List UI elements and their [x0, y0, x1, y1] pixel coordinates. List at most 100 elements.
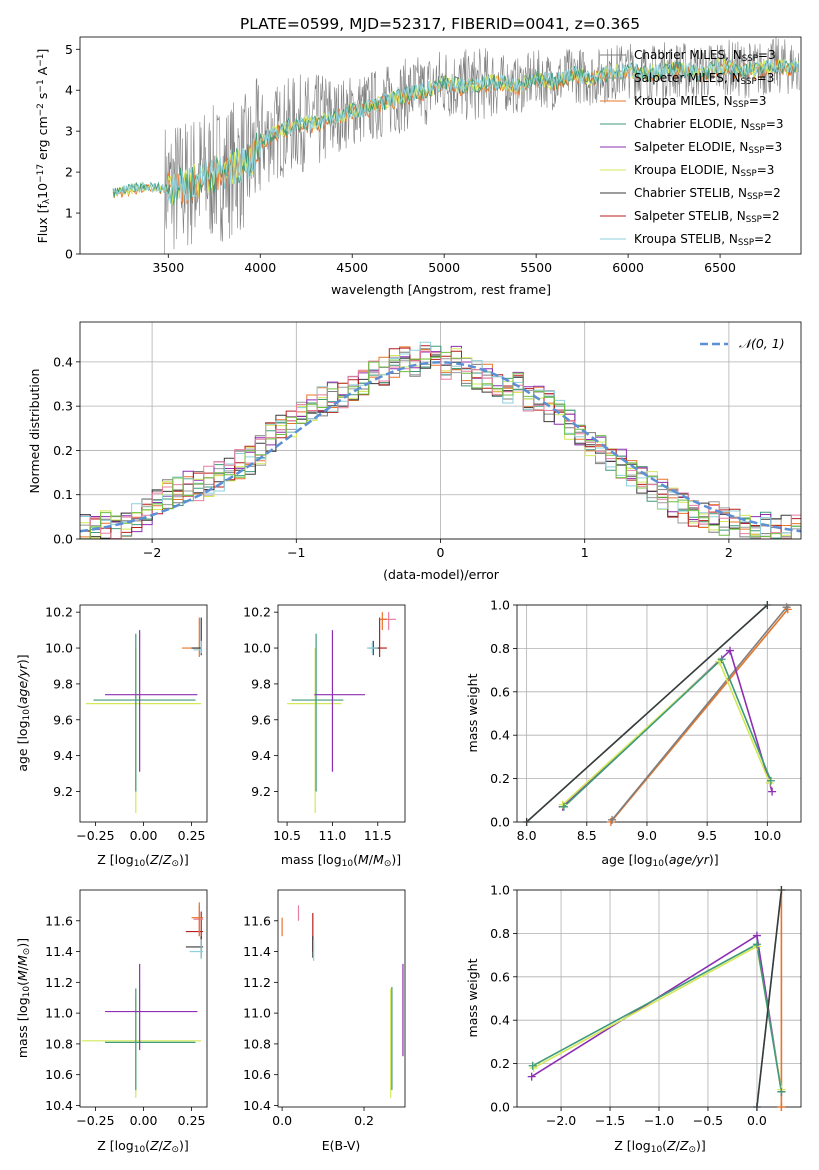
weight-line	[533, 945, 783, 1090]
label-part: =3	[766, 117, 784, 131]
label-part: Chabrier STELIB, N	[634, 186, 747, 200]
label-part: SSP	[741, 77, 757, 87]
y-tick-label: 11.2	[45, 975, 73, 990]
x-axis-label: age [log10(age/yr)]	[601, 852, 718, 869]
label-part: 10	[22, 709, 32, 721]
x-tick-label: 6000	[612, 260, 644, 275]
label-part: (	[664, 852, 669, 867]
plus-marker	[752, 940, 761, 949]
plot-area	[281, 905, 404, 1098]
model-spectrum-line	[112, 60, 799, 206]
x-axis-label: Z [log10(Z/Z⊙)]	[614, 1138, 706, 1155]
label-part: =3	[757, 71, 775, 85]
y-tick-label: 10.2	[45, 605, 73, 620]
weight-line	[532, 943, 783, 1092]
x-tick-label: −0.5	[693, 1113, 723, 1128]
label-part: M	[373, 852, 384, 867]
label-part: ⊙	[384, 859, 392, 869]
y-tick-label: 1	[65, 206, 73, 221]
x-tick-label: 0.00	[130, 1113, 158, 1128]
label-part: M	[15, 955, 30, 966]
y-tick-label: 0.2	[490, 771, 510, 786]
x-tick-label: −1	[287, 545, 305, 560]
y-tick-label: 9.4	[251, 748, 271, 763]
label-part: )]	[179, 852, 189, 867]
plot-area	[81, 902, 204, 1098]
label-part: Z	[679, 1138, 689, 1153]
y-tick-label: 11.4	[243, 944, 271, 959]
y-tick-label: 11.6	[243, 913, 271, 928]
y-tick-label: 0.4	[490, 728, 510, 743]
y-tick-label: 11.2	[243, 975, 271, 990]
label-part: /	[159, 1138, 164, 1153]
plus-marker	[768, 787, 777, 796]
legend-entry: Chabrier MILES, NSSP=3	[634, 48, 776, 64]
x-tick-label: 0.0	[272, 1113, 292, 1128]
x-tick-label: 5000	[428, 260, 460, 275]
label-part: age [log	[15, 720, 30, 771]
plus-marker	[777, 1103, 786, 1111]
legend-entry: 𝒩(0, 1)	[739, 336, 785, 351]
label-part: /	[369, 852, 374, 867]
y-tick-label: 9.8	[53, 676, 73, 691]
y-tick-label: 10.4	[243, 1098, 271, 1113]
label-part: (	[15, 981, 30, 986]
plus-marker	[527, 1072, 536, 1081]
label-part: 10	[22, 986, 32, 998]
label-part: )]	[15, 654, 30, 664]
legend-entry: Chabrier STELIB, NSSP=2	[634, 186, 781, 202]
axes-frame	[79, 321, 802, 540]
label-part: −17	[36, 164, 46, 183]
y-tick-label: 9.6	[53, 712, 73, 727]
y-tick-label: 10.6	[243, 1067, 271, 1082]
label-part: s	[35, 93, 50, 104]
label-part: SSP	[746, 215, 762, 225]
label-part: ⊙	[688, 1145, 696, 1155]
weight-line	[562, 649, 773, 808]
legend-entry: Kroupa MILES, NSSP=3	[634, 94, 767, 110]
plus-marker	[766, 776, 775, 785]
label-part: −2	[36, 103, 46, 116]
x-tick-label: 11.5	[364, 828, 392, 843]
label-part: )]	[179, 1138, 189, 1153]
label-part: Kroupa ELODIE, N	[634, 163, 741, 177]
legend-entry: Chabrier ELODIE, NSSP=3	[634, 117, 783, 133]
axes-frame	[516, 604, 802, 823]
figure-title: PLATE=0599, MJD=52317, FIBERID=0041, z=0…	[240, 15, 640, 33]
x-tick-label: 1	[581, 545, 589, 560]
axes-layer: 3500 4000 4500 5000 5500 6000 6500 0 1 2 3 4 5 wavele…	[15, 36, 802, 1155]
plus-marker	[782, 603, 791, 612]
mass-vs-ebv-axes: 0.0 0.2 10.4 10.6 10.8 11.0 11.2 11.4 11.6 E(B-V)	[243, 889, 406, 1153]
plus-marker	[752, 1103, 761, 1111]
label-part: 10	[342, 859, 354, 869]
y-tick-label: 0.8	[490, 641, 510, 656]
label-part: =2	[763, 186, 781, 200]
x-tick-label: 9.0	[637, 828, 657, 843]
label-part: /	[159, 852, 164, 867]
x-tick-label: 0.25	[178, 1113, 206, 1128]
y-tick-label: 9.4	[53, 748, 73, 763]
y-tick-label: 9.2	[251, 784, 271, 799]
axes-frame	[79, 604, 208, 823]
plot-area	[526, 605, 789, 822]
label-part: age/yr	[669, 852, 710, 867]
y-tick-label: 11.4	[45, 944, 73, 959]
y-tick-label: 0.2	[53, 443, 73, 458]
legend-entry: Kroupa STELIB, NSSP=2	[634, 232, 772, 248]
weight-line	[611, 606, 788, 821]
label-part: age/yr	[15, 663, 30, 704]
label-part: Flux [f	[35, 204, 50, 244]
label-part: SSP	[748, 146, 764, 156]
plot-area	[85, 617, 202, 814]
age-vs-mass-axes: 10.5 11.0 11.5 9.2 9.4 9.6 9.8 10.0 10.2 mass [lo…	[243, 604, 406, 869]
y-tick-label: 10.8	[243, 1036, 271, 1051]
label-part: λ	[42, 198, 52, 204]
x-axis-label: Z [log10(Z/Z⊙)]	[97, 852, 189, 869]
y-tick-label: 0.8	[490, 926, 510, 941]
label-part: SSP	[747, 192, 763, 202]
y-tick-label: 10.4	[45, 1098, 73, 1113]
axes-frame	[277, 604, 406, 823]
y-tick-label: 0.6	[490, 969, 510, 984]
